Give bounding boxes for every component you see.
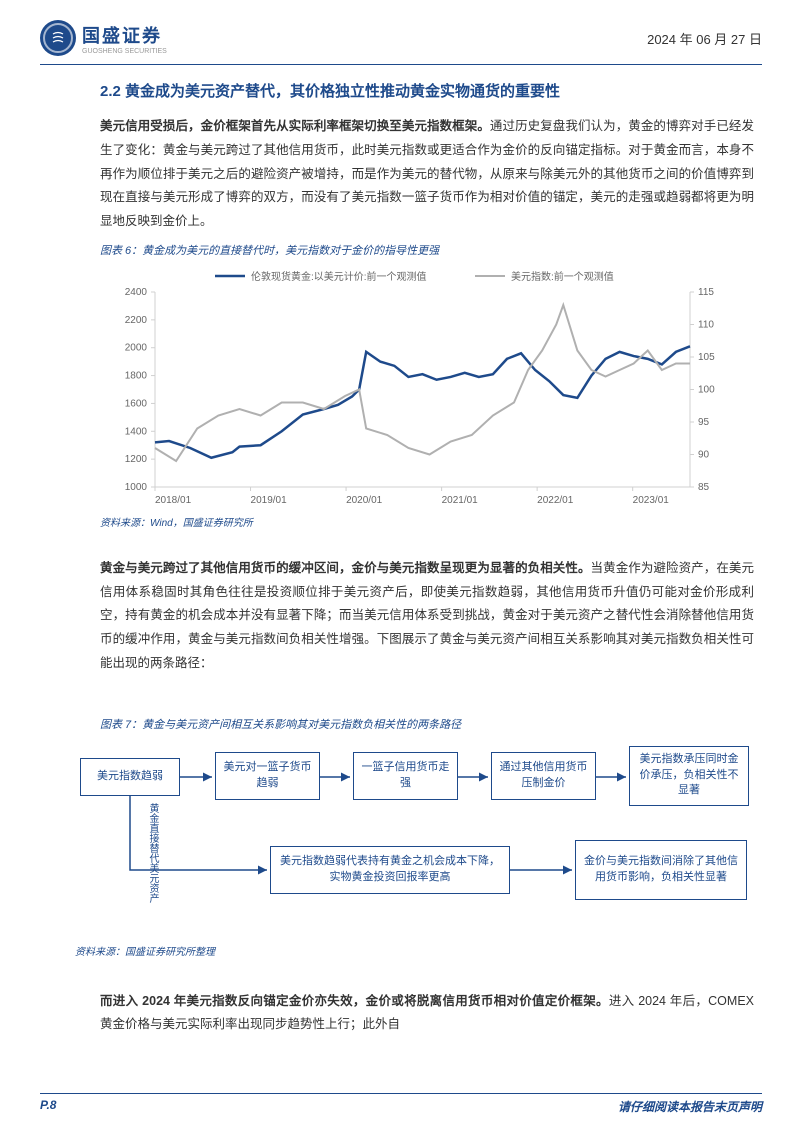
flow-box-2: 美元对一篮子货币趋弱 (215, 752, 320, 800)
svg-text:2400: 2400 (125, 287, 148, 298)
svg-text:2200: 2200 (125, 315, 148, 326)
svg-text:2000: 2000 (125, 342, 148, 353)
svg-text:2023/01: 2023/01 (633, 495, 670, 506)
report-date: 2024 年 06 月 27 日 (647, 29, 762, 48)
para3-bold: 而进入 2024 年美元指数反向锚定金价亦失效，金价或将脱离信用货币相对价值定价… (100, 994, 609, 1008)
paragraph-3: 而进入 2024 年美元指数反向锚定金价亦失效，金价或将脱离信用货币相对价值定价… (100, 990, 754, 1038)
svg-text:2021/01: 2021/01 (442, 495, 479, 506)
flow-box-1: 美元指数趋弱 (80, 758, 180, 796)
figure6-source: 资料来源：Wind，国盛证券研究所 (100, 514, 754, 529)
svg-text:1400: 1400 (125, 426, 148, 437)
svg-text:105: 105 (698, 352, 715, 363)
svg-text:95: 95 (698, 417, 710, 428)
logo-area: 国盛证券 GUOSHENG SECURITIES (40, 20, 167, 56)
paragraph-2: 黄金与美元跨过了其他信用货币的缓冲区间，金价与美元指数呈现更为显著的负相关性。当… (100, 557, 754, 676)
svg-text:2018/01: 2018/01 (155, 495, 192, 506)
paragraph-1: 美元信用受损后，金价框架首先从实际利率框架切换至美元指数框架。通过历史复盘我们认… (100, 115, 754, 234)
section-title: 2.2 黄金成为美元资产替代，其价格独立性推动黄金实物通货的重要性 (100, 80, 754, 101)
footer-disclaimer: 请仔细阅读本报告末页声明 (618, 1098, 762, 1115)
flow-box-7: 金价与美元指数间消除了其他信用货币影响，负相关性显著 (575, 840, 747, 900)
header-divider (40, 64, 762, 65)
para1-text: 通过历史复盘我们认为，黄金的博弈对手已经发生了变化：黄金与美元跨过了其他信用货币… (100, 119, 754, 228)
logo-title: 国盛证券 (82, 22, 167, 48)
flow-box-3: 一篮子信用货币走强 (353, 752, 458, 800)
svg-text:伦敦现货黄金:以美元计价:前一个观测值: 伦敦现货黄金:以美元计价:前一个观测值 (251, 270, 427, 283)
figure7-caption: 图表 7：黄金与美元资产间相互关系影响其对美元指数负相关性的两条路径 (100, 716, 754, 732)
logo-icon (40, 20, 76, 56)
svg-text:90: 90 (698, 449, 710, 460)
svg-text:1200: 1200 (125, 454, 148, 465)
svg-text:1800: 1800 (125, 370, 148, 381)
flow-vlabel: 黄金直接替代美元资产 (147, 803, 158, 903)
figure7-flowchart: 美元指数趋弱 美元对一篮子货币趋弱 一篮子信用货币走强 通过其他信用货币压制金价… (75, 738, 755, 908)
svg-text:2020/01: 2020/01 (346, 495, 383, 506)
flow-box-5: 美元指数承压同时金价承压，负相关性不显著 (629, 746, 749, 806)
main-content: 2.2 黄金成为美元资产替代，其价格独立性推动黄金实物通货的重要性 美元信用受损… (100, 80, 754, 1037)
figure7-source: 资料来源：国盛证券研究所整理 (75, 943, 754, 958)
para2-bold: 黄金与美元跨过了其他信用货币的缓冲区间，金价与美元指数呈现更为显著的负相关性。 (100, 561, 591, 575)
svg-text:2022/01: 2022/01 (537, 495, 574, 506)
para1-bold: 美元信用受损后，金价框架首先从实际利率框架切换至美元指数框架。 (100, 119, 490, 133)
svg-text:110: 110 (698, 319, 714, 330)
svg-text:115: 115 (698, 287, 714, 298)
svg-text:85: 85 (698, 482, 710, 493)
figure6-caption: 图表 6：黄金成为美元的直接替代时，美元指数对于金价的指导性更强 (100, 242, 754, 258)
flow-box-6: 美元指数趋弱代表持有黄金之机会成本下降，实物黄金投资回报率更高 (270, 846, 510, 894)
svg-text:美元指数:前一个观测值: 美元指数:前一个观测值 (511, 270, 614, 283)
page-header: 国盛证券 GUOSHENG SECURITIES 2024 年 06 月 27 … (40, 20, 762, 56)
logo-subtitle: GUOSHENG SECURITIES (82, 48, 167, 55)
para2-text: 当黄金作为避险资产，在美元信用体系稳固时其角色往往是投资顺位排于美元资产后，即使… (100, 561, 754, 670)
svg-text:2019/01: 2019/01 (251, 495, 288, 506)
svg-text:1600: 1600 (125, 398, 148, 409)
flow-box-4: 通过其他信用货币压制金价 (491, 752, 596, 800)
figure6-chart: 1000 1200 1400 1600 1800 2000 2200 2400 85 90 95 10… (100, 262, 740, 512)
svg-text:1000: 1000 (125, 482, 148, 493)
svg-text:100: 100 (698, 384, 715, 395)
page-number: P.8 (40, 1098, 56, 1115)
page-footer: P.8 请仔细阅读本报告末页声明 (40, 1093, 762, 1115)
